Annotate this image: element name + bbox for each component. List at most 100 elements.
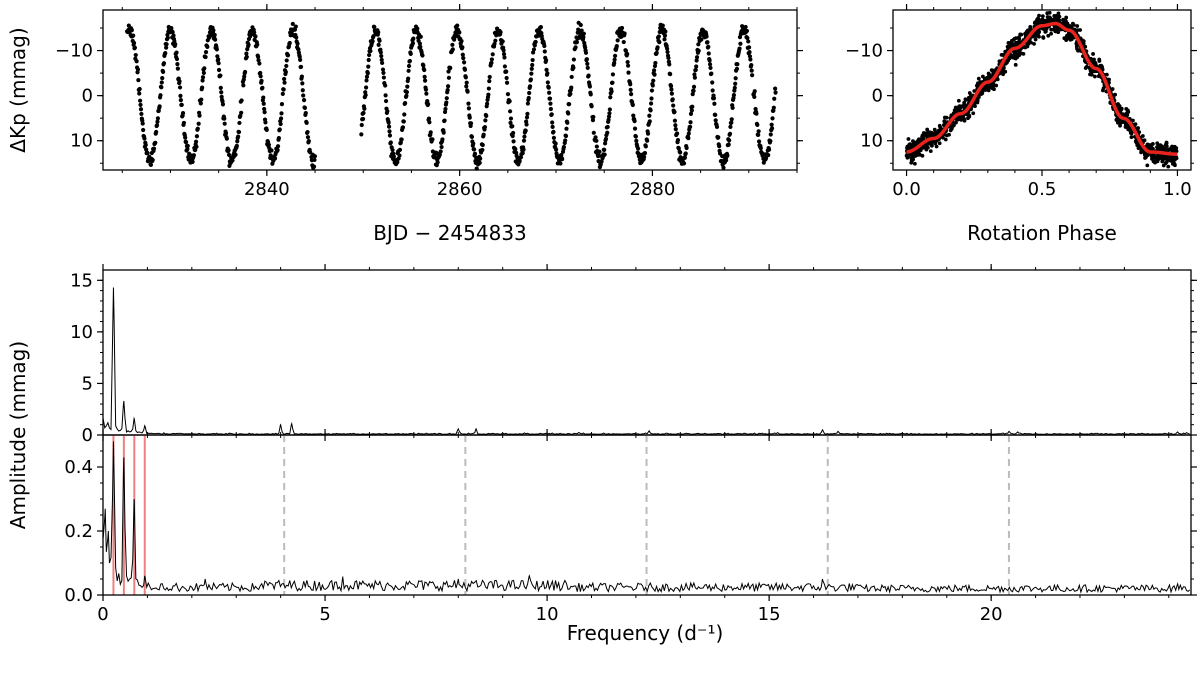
phase-point — [925, 127, 930, 132]
light-curve-point — [406, 63, 412, 69]
phase-point — [927, 141, 932, 146]
light-curve-point — [690, 104, 695, 109]
phase-point — [987, 73, 992, 78]
phase-point — [1110, 87, 1115, 91]
light-curve-point — [770, 116, 775, 121]
phase-point — [941, 123, 946, 127]
phase-point — [1055, 16, 1060, 21]
light-curve-point — [752, 94, 757, 99]
y-tick-label: 10 — [70, 131, 93, 152]
phase-point — [938, 125, 943, 130]
light-curve-point — [138, 98, 143, 103]
light-curve-point — [486, 86, 491, 91]
light-curve-point — [625, 51, 630, 57]
phase-point — [912, 161, 917, 166]
light-curve-point — [427, 120, 432, 125]
light-curve-point — [460, 45, 465, 50]
phase-point — [1083, 44, 1088, 49]
light-curve-point — [256, 58, 261, 63]
light-curve-point — [439, 144, 444, 150]
phase-point — [1165, 155, 1170, 160]
light-curve-point — [709, 71, 714, 76]
light-curve-point — [151, 146, 157, 151]
phase-point — [1032, 21, 1037, 25]
light-curve-point — [377, 38, 382, 43]
light-curve-point — [524, 122, 529, 127]
light-curve-point — [376, 30, 381, 35]
light-curve-point — [154, 129, 159, 135]
light-curve-point — [688, 124, 693, 129]
y-tick-label: 5 — [82, 373, 93, 394]
light-curve-point — [290, 21, 295, 27]
light-curve-point — [262, 106, 267, 112]
light-curve-point — [405, 84, 410, 89]
light-curve-point — [263, 120, 268, 125]
phase-point — [962, 103, 966, 107]
light-curve-point — [193, 147, 198, 153]
light-curve-point — [177, 79, 182, 84]
phase-point — [1172, 162, 1177, 166]
light-curve-point — [261, 95, 266, 100]
light-curve-point — [282, 76, 287, 82]
phase-point — [1027, 28, 1032, 32]
light-curve-point — [237, 120, 242, 126]
light-curve-point — [161, 61, 167, 66]
light-curve-point — [300, 88, 305, 93]
light-curve-point — [663, 29, 668, 34]
light-curve-point — [435, 160, 440, 165]
light-curve-point — [360, 116, 366, 122]
light-curve-point — [607, 107, 612, 112]
light-curve-point — [498, 30, 503, 35]
phase-point — [936, 128, 941, 133]
light-curve-point — [690, 92, 695, 97]
light-curve-point — [266, 142, 272, 147]
light-curve-point — [196, 121, 201, 126]
spectrum-panel: 0 5 10 15 — [70, 264, 1197, 446]
light-curve-point — [252, 30, 257, 35]
light-curve-point — [258, 74, 263, 79]
light-curve-point — [508, 116, 514, 121]
light-curve-point — [437, 152, 442, 157]
light-curve-point — [727, 131, 733, 136]
light-curve-point — [733, 81, 738, 86]
light-curve-point — [727, 138, 732, 143]
light-curve-point — [159, 80, 164, 85]
light-curve-point — [532, 43, 537, 48]
light-curve-point — [462, 67, 468, 72]
light-curve-point — [650, 83, 655, 88]
light-curve-point — [201, 70, 206, 76]
y-tick-label: −10 — [55, 41, 93, 62]
light-curve-point — [219, 90, 224, 95]
light-curve-point — [216, 61, 221, 66]
light-curve-point — [528, 77, 534, 82]
light-curve-point — [675, 138, 681, 143]
light-curve-point — [591, 130, 596, 135]
phase-point — [929, 133, 934, 138]
light-curve-point — [529, 66, 534, 71]
light-curve-point — [397, 147, 403, 152]
phase-point — [1160, 146, 1165, 150]
light-curve-point — [450, 47, 455, 52]
light-curve-point — [647, 119, 652, 124]
light-curve-point — [629, 91, 634, 97]
light-curve-point — [724, 158, 729, 163]
phase-point — [1104, 72, 1109, 77]
light-curve-point — [370, 39, 375, 44]
light-curve-point — [612, 60, 617, 66]
light-curve-point — [647, 113, 652, 118]
light-curve-point — [212, 32, 217, 38]
light-curve-point — [281, 87, 286, 92]
light-curve-point — [744, 28, 750, 34]
phase-point — [1121, 120, 1126, 124]
phase-point — [920, 134, 924, 139]
light-curve-point — [171, 33, 176, 38]
light-curve-point — [713, 112, 718, 117]
light-curve-point — [681, 161, 687, 166]
light-curve-panel: 2840 2860 2880 −10 0 10 BJD − 2454833 ΔKp (mm… — [6, 4, 803, 245]
light-curve-point — [148, 162, 154, 167]
light-curve-point — [713, 118, 718, 123]
light-curve-point — [164, 42, 169, 47]
light-curve-point — [191, 153, 196, 158]
light-curve-point — [223, 131, 229, 136]
light-curve-point — [525, 111, 530, 116]
